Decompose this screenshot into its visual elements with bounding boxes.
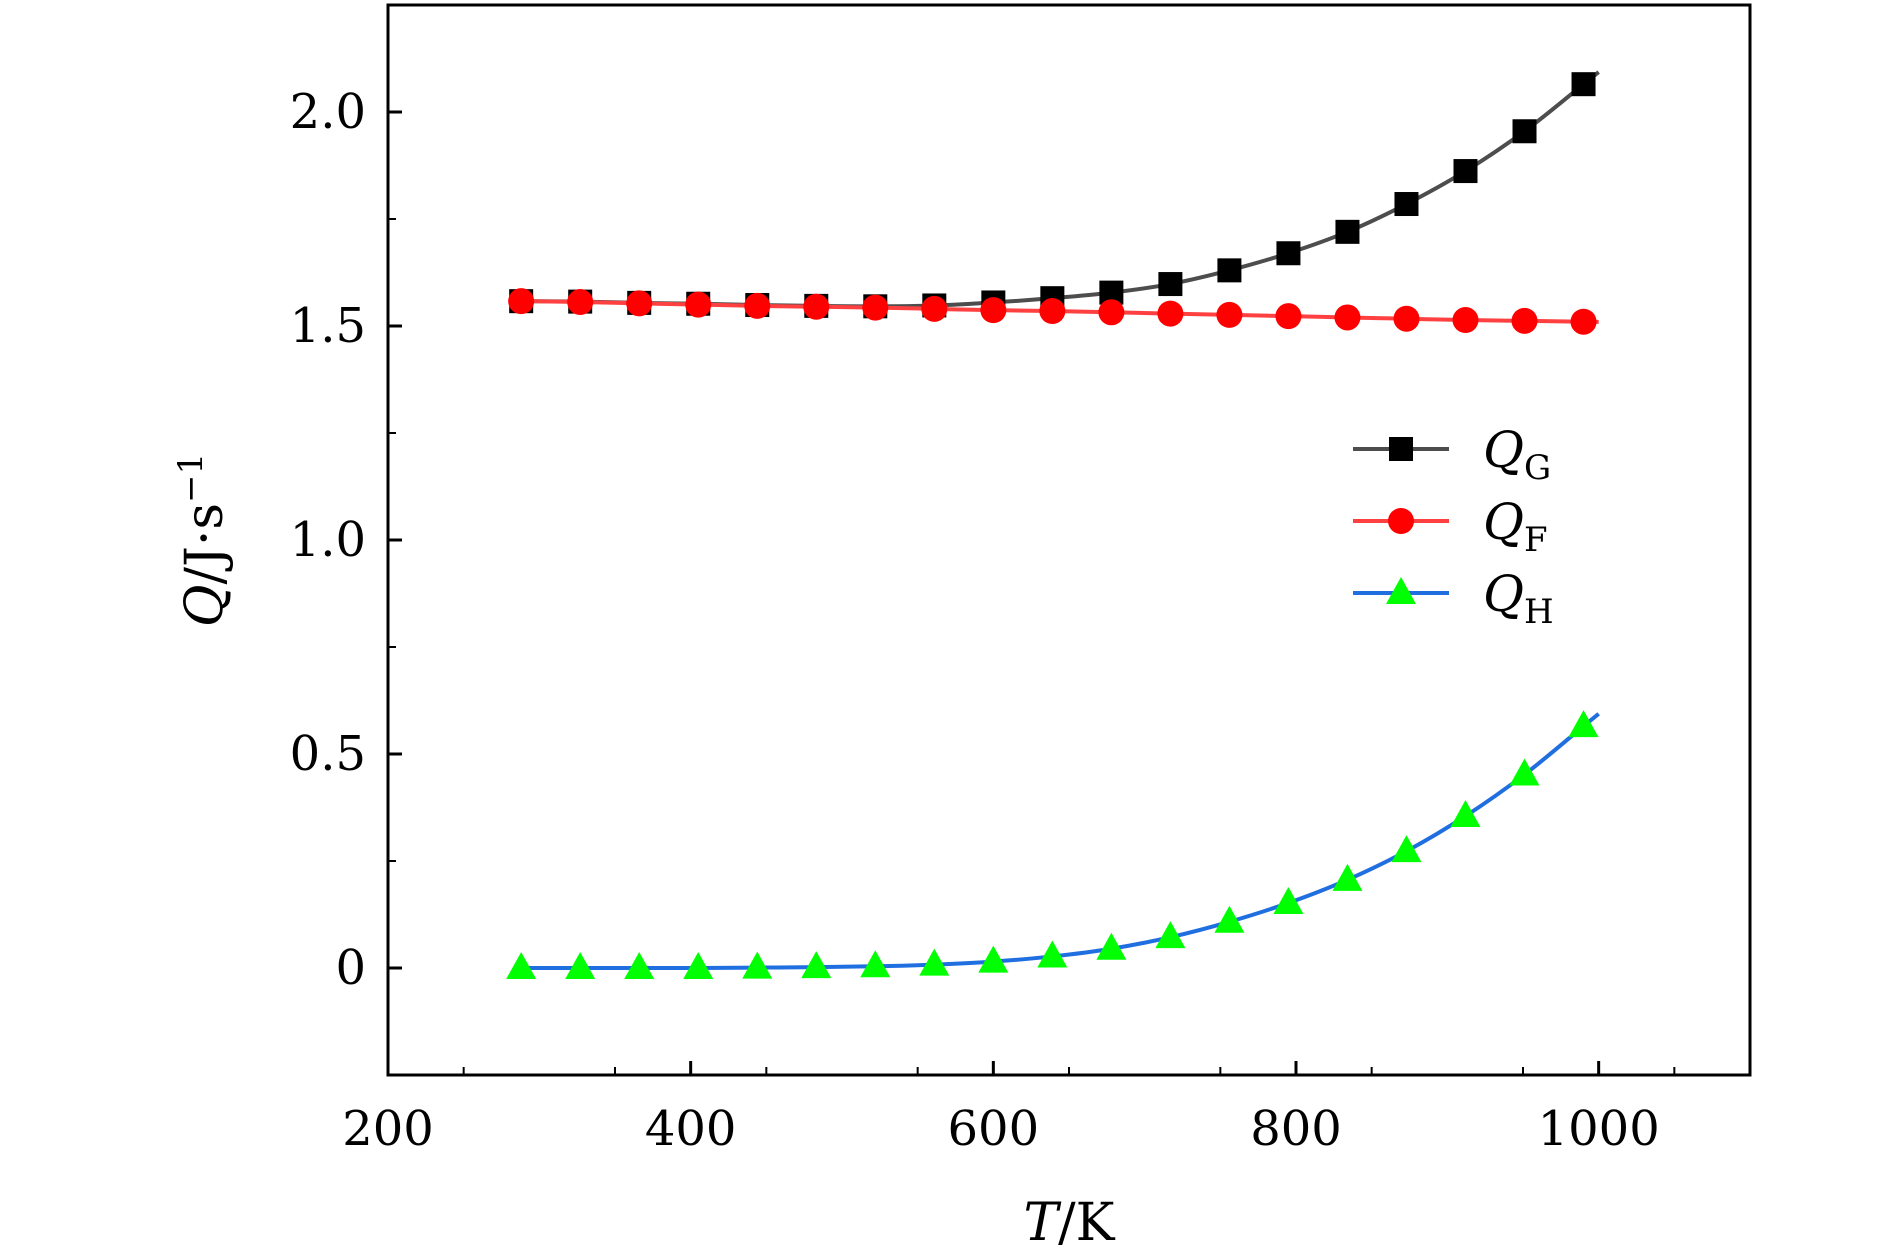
data-point-G: [1158, 272, 1183, 297]
y-tick-label: 2.0: [290, 84, 366, 140]
data-point-G: [1394, 192, 1419, 217]
y-tick-label: 0: [335, 940, 366, 996]
data-point-H: [1096, 932, 1127, 960]
data-point-H: [565, 952, 596, 979]
data-point-H: [1509, 758, 1540, 786]
data-point-F: [626, 290, 653, 317]
data-point-H: [1037, 940, 1068, 968]
data-point-F: [1216, 301, 1243, 328]
y-tick-label: 1.5: [290, 298, 366, 354]
y-axis-label: Q/J·s−1: [171, 453, 235, 627]
series-line-G: [521, 70, 1600, 309]
data-point-H: [1273, 886, 1304, 914]
data-point-F: [1098, 299, 1125, 326]
data-point-F: [685, 291, 712, 318]
data-point-F: [744, 292, 771, 319]
data-point-F: [1334, 304, 1361, 331]
data-point-H: [742, 951, 773, 979]
legend-label: QG: [1483, 421, 1551, 488]
data-point-F: [1452, 307, 1479, 334]
data-point-H: [1332, 863, 1363, 891]
series-markers: [506, 72, 1599, 979]
x-tick-label: 400: [645, 1101, 737, 1157]
data-point-H: [683, 952, 714, 979]
x-tick-label: 1000: [1538, 1101, 1660, 1157]
axis-ticks: 200 400 600 800 1000 0 0.5 1.0 1.5 2.0: [290, 84, 1676, 1157]
data-point-F: [1393, 305, 1420, 332]
data-point-F: [1275, 303, 1302, 330]
series-line-H: [521, 712, 1600, 971]
data-point-F: [1157, 300, 1184, 327]
data-point-G: [1512, 119, 1537, 144]
data-point-F: [921, 295, 948, 322]
legend-item-F: QF: [1353, 493, 1548, 560]
y-tick-label: 0.5: [290, 726, 366, 782]
data-point-F: [862, 294, 889, 321]
y-tick-label: 1.0: [290, 512, 366, 568]
x-tick-label: 600: [948, 1101, 1040, 1157]
legend-label: QH: [1483, 565, 1554, 632]
data-point-F: [1570, 308, 1597, 335]
data-point-H: [919, 948, 950, 976]
data-point-F: [508, 288, 535, 315]
legend-label: QF: [1483, 493, 1548, 560]
data-point-H: [978, 945, 1009, 973]
x-axis-label: T/K: [1023, 1193, 1115, 1252]
x-tick-label: 800: [1250, 1101, 1342, 1157]
data-point-H: [1568, 710, 1599, 738]
x-tick-label: 200: [342, 1101, 434, 1157]
data-point-H: [506, 952, 537, 979]
data-point-F: [1039, 298, 1066, 325]
data-point-H: [1214, 905, 1245, 933]
data-point-G: [1453, 159, 1478, 184]
legend-item-H: QH: [1353, 565, 1554, 632]
data-point-F: [803, 293, 830, 320]
data-point-G: [1217, 258, 1242, 283]
data-point-H: [1155, 921, 1186, 949]
legend-marker: [1386, 577, 1416, 604]
legend-marker: [1388, 508, 1414, 534]
data-point-F: [1511, 307, 1538, 334]
data-point-H: [1450, 800, 1481, 828]
data-point-G: [1571, 72, 1596, 97]
data-point-H: [1391, 835, 1422, 863]
data-point-H: [624, 952, 655, 979]
legend-marker: [1389, 437, 1413, 461]
data-point-F: [567, 289, 594, 316]
data-point-G: [1335, 219, 1360, 244]
data-point-F: [980, 297, 1007, 324]
data-point-G: [1276, 241, 1301, 266]
data-point-H: [801, 951, 832, 979]
legend-item-G: QG: [1353, 421, 1551, 488]
data-point-H: [860, 950, 891, 978]
